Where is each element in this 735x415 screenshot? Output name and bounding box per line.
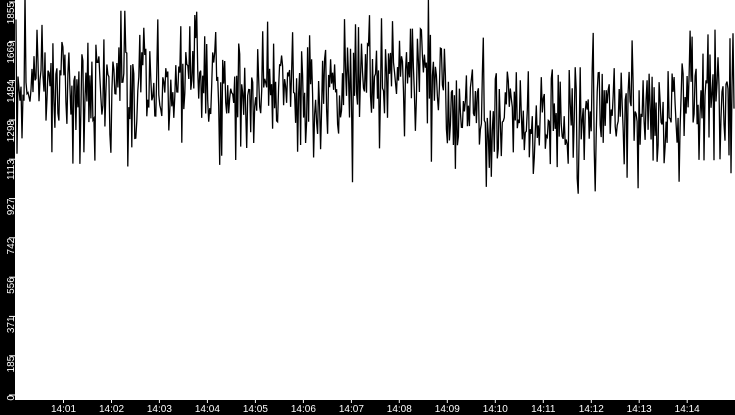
svg-text:1855: 1855 <box>6 2 17 25</box>
svg-text:14:11: 14:11 <box>531 404 556 415</box>
svg-text:14:03: 14:03 <box>147 404 172 415</box>
svg-text:185: 185 <box>6 355 17 372</box>
svg-text:1669: 1669 <box>6 41 17 64</box>
svg-text:14:09: 14:09 <box>435 404 460 415</box>
svg-text:14:07: 14:07 <box>339 404 364 415</box>
svg-text:14:14: 14:14 <box>675 404 700 415</box>
svg-text:14:08: 14:08 <box>387 404 412 415</box>
svg-text:14:01: 14:01 <box>51 404 76 415</box>
svg-text:742: 742 <box>6 237 17 254</box>
svg-text:371: 371 <box>6 316 17 333</box>
svg-text:1484: 1484 <box>6 80 17 103</box>
svg-text:14:12: 14:12 <box>579 404 604 415</box>
svg-text:14:06: 14:06 <box>291 404 316 415</box>
svg-text:927: 927 <box>6 198 17 215</box>
svg-text:556: 556 <box>6 277 17 294</box>
svg-text:14:13: 14:13 <box>627 404 652 415</box>
svg-text:14:02: 14:02 <box>99 404 124 415</box>
svg-text:14:10: 14:10 <box>483 404 508 415</box>
svg-text:1113: 1113 <box>6 159 17 180</box>
svg-text:14:05: 14:05 <box>243 404 268 415</box>
svg-text:14:04: 14:04 <box>195 404 220 415</box>
svg-text:1298: 1298 <box>6 120 17 143</box>
